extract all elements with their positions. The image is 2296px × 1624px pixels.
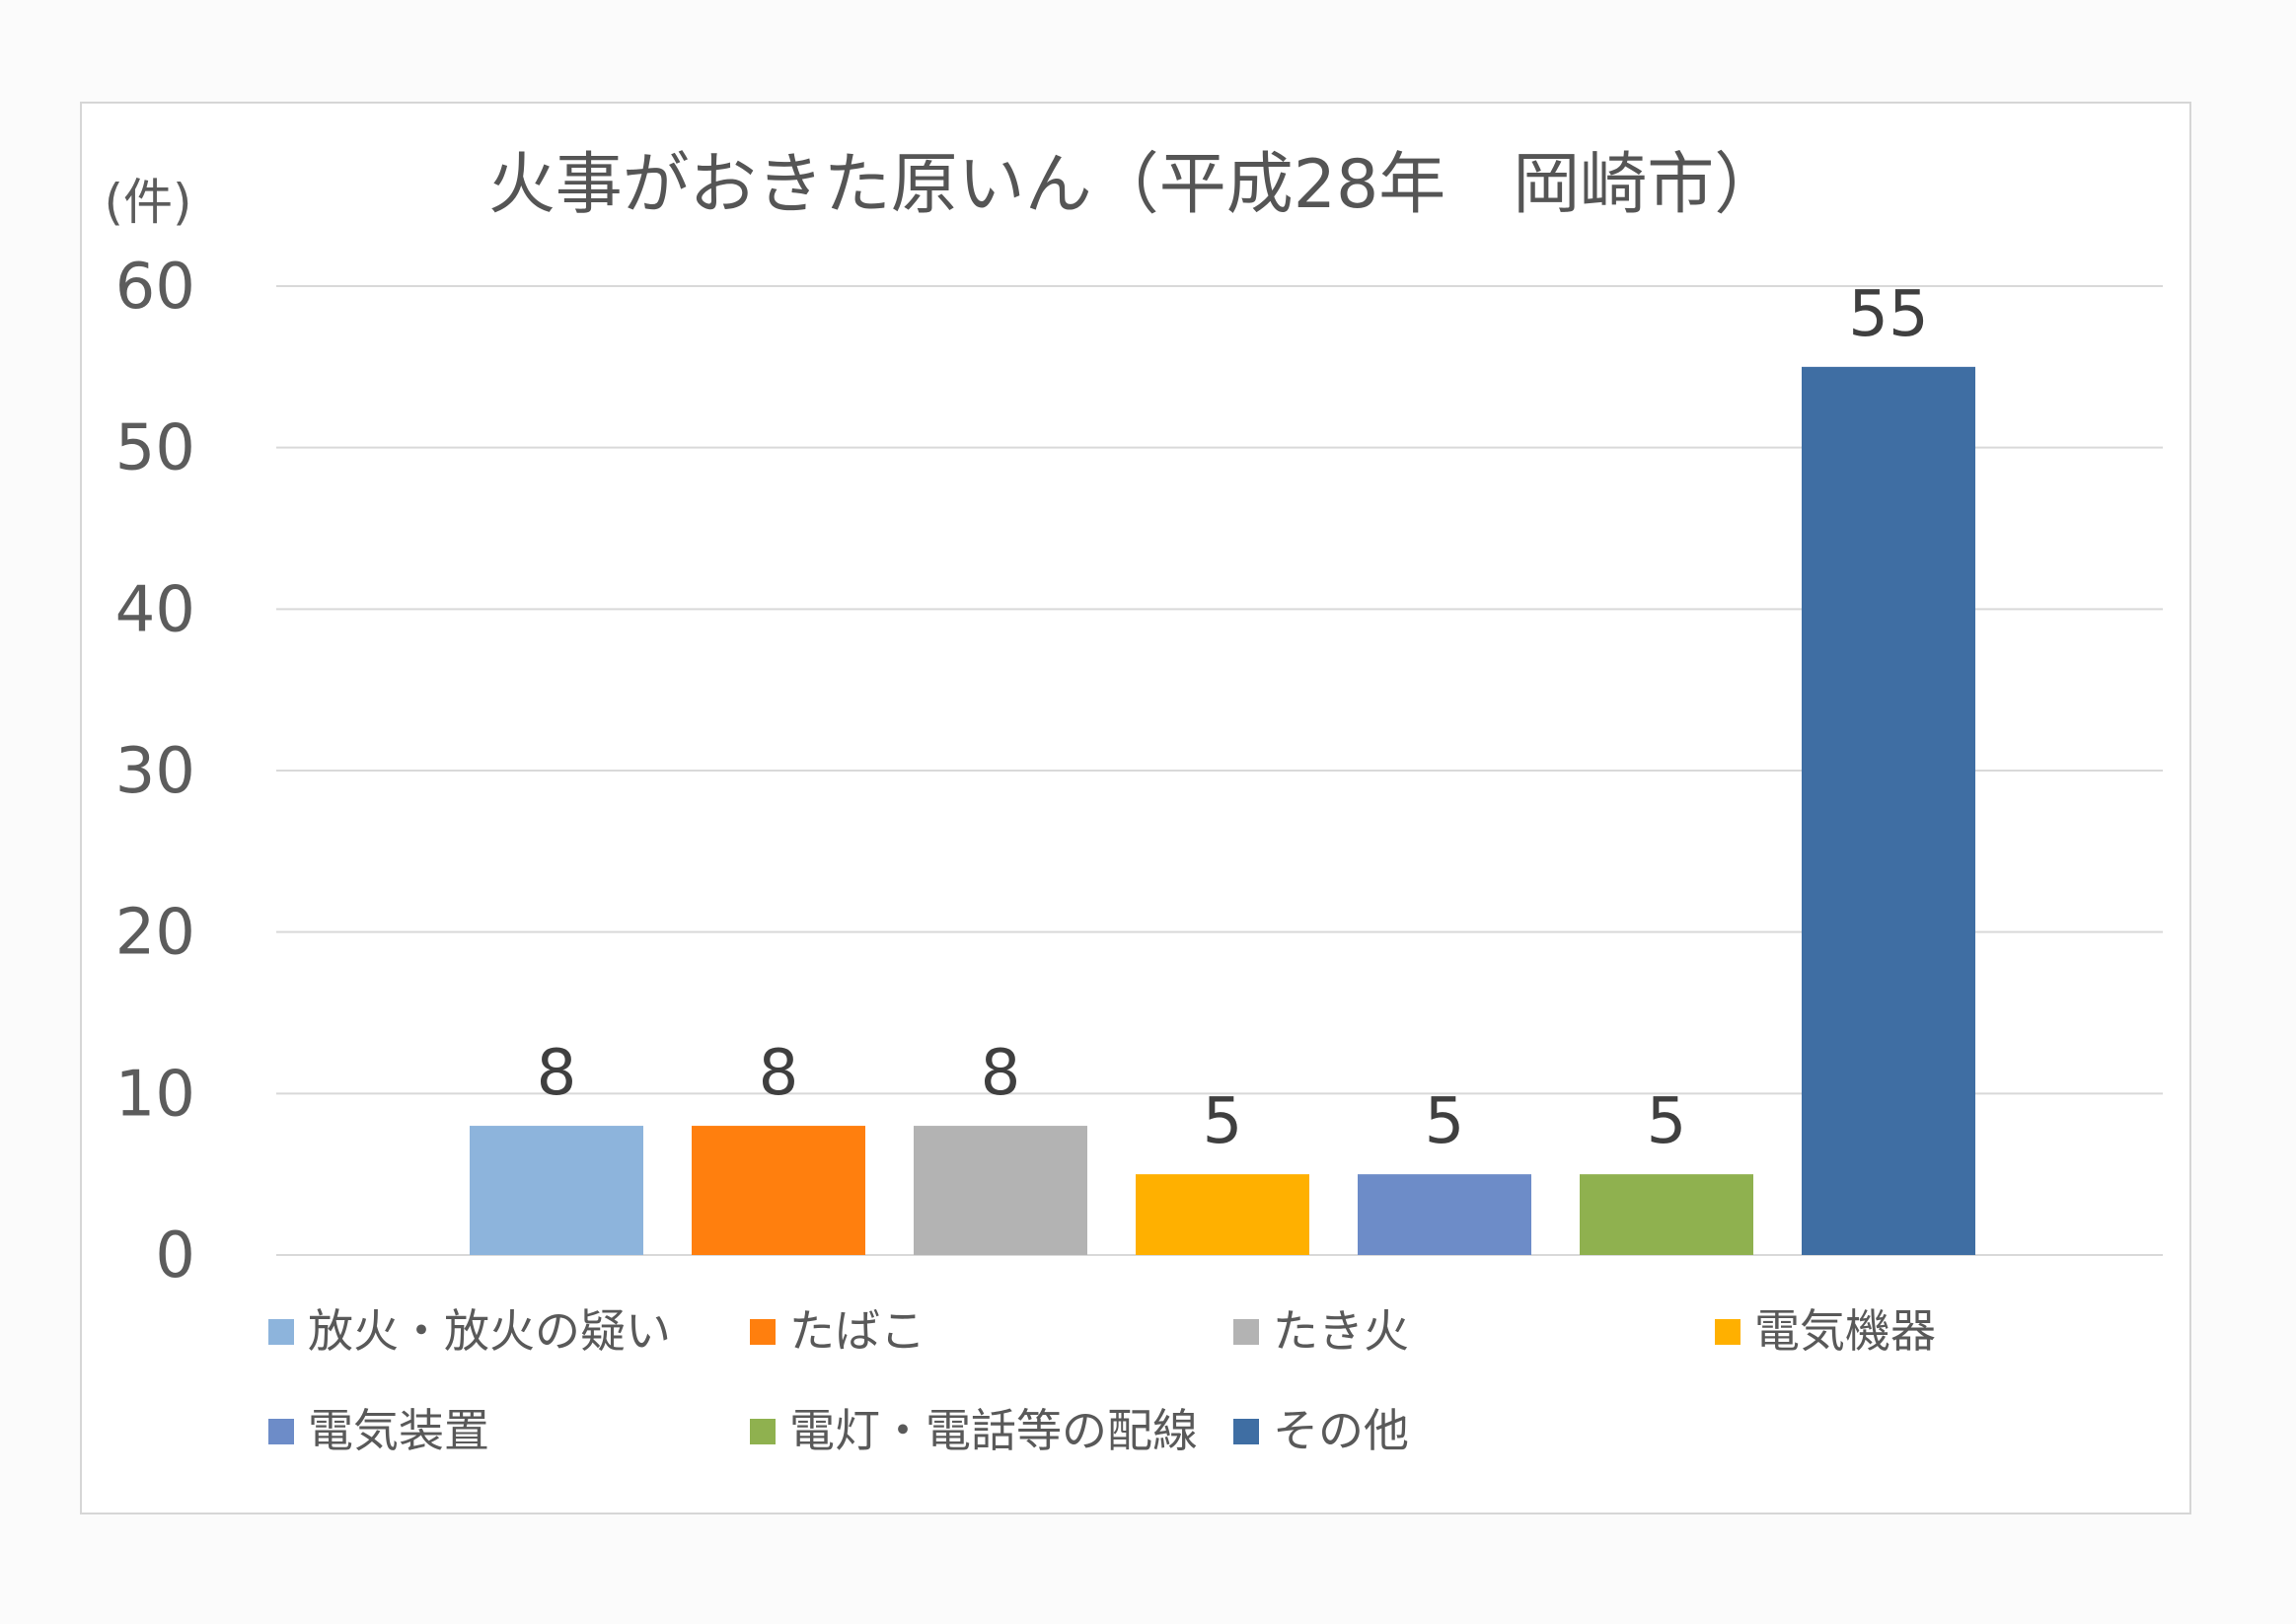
y-axis-ticks: 0 10 20 30 40 50 60 (115, 251, 195, 1292)
legend-swatch-6 (750, 1419, 776, 1444)
y-tick-label-0: 0 (155, 1219, 195, 1292)
y-tick-label-60: 60 (115, 251, 195, 324)
legend-label-3: たき火 (1273, 1304, 1409, 1358)
data-label-4: 5 (1203, 1085, 1243, 1158)
bar-5 (1358, 1174, 1531, 1255)
y-tick-label-20: 20 (115, 897, 195, 970)
y-axis-unit-label: (件) (104, 174, 191, 231)
legend-swatch-5 (268, 1419, 294, 1444)
legend-label-5: 電気装置 (308, 1404, 489, 1457)
legend-swatch-7 (1233, 1419, 1259, 1444)
data-label-5: 5 (1425, 1085, 1465, 1158)
legend-label-7: その他 (1273, 1404, 1409, 1457)
bar-3 (914, 1126, 1087, 1255)
y-tick-label-50: 50 (115, 412, 195, 485)
legend-label-2: たばこ (789, 1304, 926, 1358)
y-tick-label-30: 30 (115, 735, 195, 808)
bar-2 (692, 1126, 865, 1255)
bar-4 (1136, 1174, 1309, 1255)
data-label-6: 5 (1647, 1085, 1687, 1158)
bar-1 (470, 1126, 643, 1255)
chart-title: 火事がおきた原いん（平成28年 岡崎市） (488, 146, 1782, 224)
data-label-1: 8 (537, 1037, 577, 1110)
legend-label-1: 放火・放火の疑い (308, 1304, 671, 1358)
bars (470, 366, 1975, 1255)
data-label-2: 8 (759, 1037, 799, 1110)
data-label-7: 55 (1848, 278, 1928, 351)
data-label-3: 8 (981, 1037, 1021, 1110)
legend-label-4: 電気機器 (1754, 1304, 1936, 1358)
bar-6 (1580, 1174, 1753, 1255)
y-tick-label-40: 40 (115, 573, 195, 646)
data-labels: 8 8 85 5 555 (537, 278, 1929, 1158)
legend-swatch-4 (1715, 1319, 1741, 1345)
legend-label-6: 電灯・電話等の配線 (789, 1404, 1198, 1457)
legend-swatch-2 (750, 1319, 776, 1345)
legend-swatch-1 (268, 1319, 294, 1345)
legend-swatch-3 (1233, 1319, 1259, 1345)
y-tick-label-10: 10 (115, 1058, 195, 1131)
bar-7 (1802, 366, 1975, 1255)
